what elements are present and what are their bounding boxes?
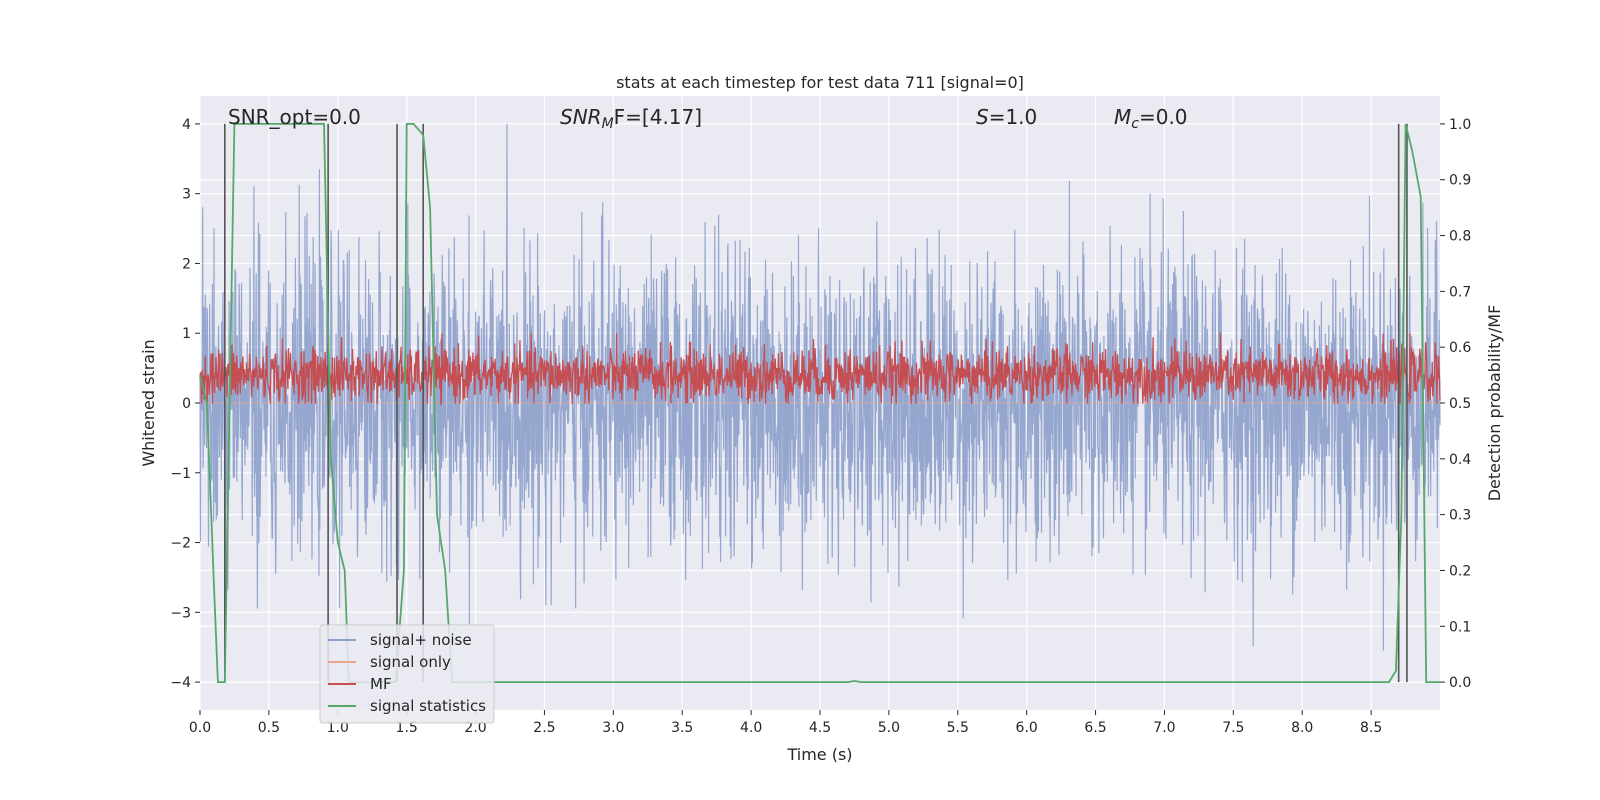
x-tick-label: 3.0 [602, 720, 624, 736]
annotation-snr-opt: SNR_opt=0.0 [228, 105, 361, 129]
annotation-mc-val: Mc=0.0 [1114, 105, 1188, 132]
legend-items: signal+ noise signal only MF signal statist… [328, 631, 486, 715]
x-tick-label: 0.0 [189, 720, 211, 736]
annotation-snr-mf: SNRMF=[4.17] [560, 105, 702, 132]
y-axis-label: Whitened strain [139, 339, 158, 466]
chart-title: stats at each timestep for test data 711… [616, 73, 1024, 92]
y2-tick-label: 0.5 [1449, 396, 1471, 412]
mf-line [199, 333, 1441, 407]
x-tick-label: 5.5 [947, 720, 969, 736]
y-tick-label: −3 [170, 605, 191, 621]
legend-label: signal only [370, 653, 451, 671]
x-tick-label: 0.5 [258, 720, 280, 736]
y-tick-label: 0 [182, 396, 191, 412]
legend-box [319, 624, 495, 724]
x-tick-label: 2.0 [464, 720, 486, 736]
x-tick-label: 7.5 [1222, 720, 1244, 736]
x-tick-label: 8.0 [1291, 720, 1313, 736]
y2-tick-label: 0.7 [1449, 284, 1471, 300]
x-tick-label: 2.5 [533, 720, 555, 736]
y-tick-label: 4 [182, 117, 191, 133]
x-axis-label: Time (s) [786, 745, 852, 764]
x-tick-label: 4.0 [740, 720, 762, 736]
x-tick-label: 5.0 [878, 720, 900, 736]
y2-tick-label: 0.4 [1449, 452, 1471, 468]
y-tick-label: 1 [182, 326, 191, 342]
y2-axis-label: Detection probability/MF [1485, 305, 1504, 502]
legend-label: MF [370, 675, 392, 693]
y-tick-label: 2 [182, 256, 191, 272]
y-tick-label: −2 [170, 536, 191, 552]
x-tick-label: 3.5 [671, 720, 693, 736]
y2-tick-label: 0.1 [1449, 619, 1471, 635]
tick-labels: 0.0 0.5 1.0 1.5 2.0 2.5 3.0 3.5 4.0 4.5 5.0 5.5 6.0 6… [170, 117, 1471, 736]
y2-tick-label: 1.0 [1449, 117, 1471, 133]
legend-label: signal statistics [370, 697, 486, 715]
x-tick-label: 4.5 [809, 720, 831, 736]
signal-noise-series [199, 123, 1441, 651]
legend-label: signal+ noise [370, 631, 472, 649]
y2-tick-label: 0.3 [1449, 508, 1471, 524]
y2-tick-label: 0.6 [1449, 340, 1471, 356]
signal-statistics-line [199, 123, 1440, 683]
legend: signal+ noise signal only MF signal statist… [319, 624, 495, 724]
mf-series [199, 333, 1441, 407]
annotations: SNR_opt=0.0 SNRMF=[4.17] S=1.0 Mc=0.0 [228, 105, 1188, 132]
y-tick-label: −1 [170, 466, 191, 482]
x-tick-label: 6.0 [1016, 720, 1038, 736]
y2-tick-label: 0.8 [1449, 229, 1471, 245]
x-tick-label: 1.5 [396, 720, 418, 736]
y-tick-label: −4 [170, 675, 191, 691]
detection-vlines [224, 123, 1408, 683]
signal-noise-line [199, 123, 1441, 651]
signal-statistics-series [199, 123, 1440, 683]
annotation-s-val: S=1.0 [976, 105, 1037, 129]
y-tick-label: 3 [182, 187, 191, 203]
x-tick-label: 1.0 [327, 720, 349, 736]
x-tick-label: 8.5 [1360, 720, 1382, 736]
y2-tick-label: 0.2 [1449, 563, 1471, 579]
x-tick-label: 7.0 [1153, 720, 1175, 736]
x-tick-label: 6.5 [1084, 720, 1106, 736]
y2-tick-label: 0.9 [1449, 173, 1471, 189]
y2-tick-label: 0.0 [1449, 675, 1471, 691]
